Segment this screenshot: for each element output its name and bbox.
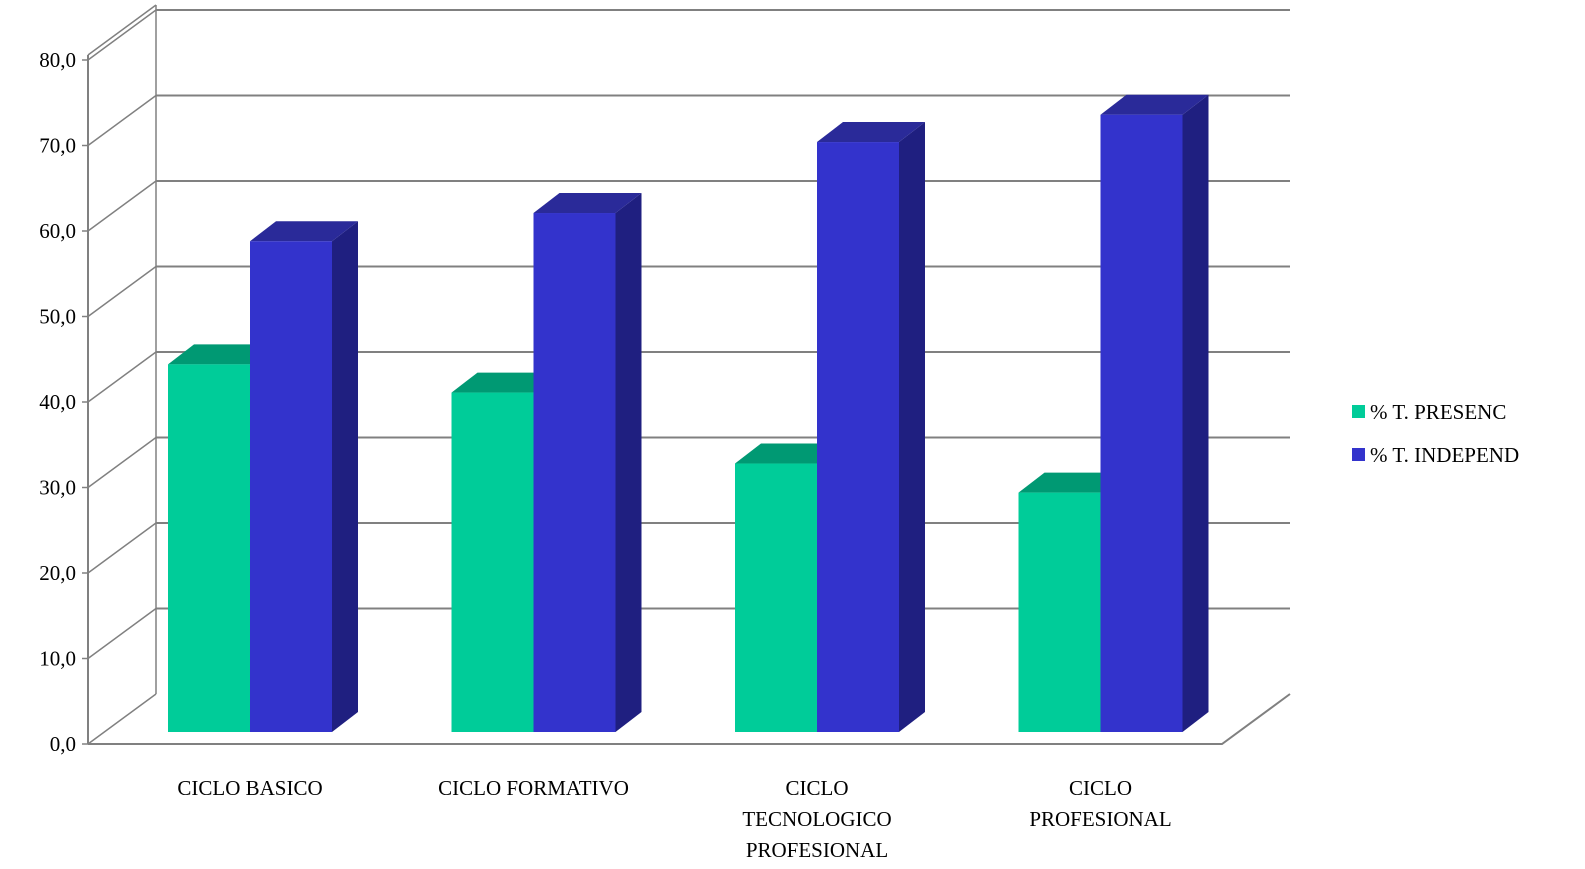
legend-swatch (1352, 448, 1365, 461)
x-category-label-line: CICLO BASICO (177, 776, 322, 800)
bar-front (817, 142, 899, 733)
x-axis-categories: CICLO BASICO CICLO FORMATIVO CICLO TECNOLOG… (177, 776, 1171, 862)
bar-top (817, 122, 925, 143)
x-category-label-line: CICLO (786, 776, 849, 800)
y-tick-label: 30,0 (39, 476, 76, 500)
bar (533, 193, 642, 732)
bar-top (250, 221, 358, 242)
x-category-label: CICLO BASICO (177, 776, 322, 800)
chart-walls (87, 4, 1291, 745)
bar-front (1018, 492, 1101, 732)
gridline-diagonal (87, 351, 157, 403)
y-tick-label: 70,0 (39, 134, 76, 158)
x-category-label: CICLO TECNOLOGICO PROFESIONAL (742, 776, 891, 862)
gridline-diagonal (87, 9, 157, 61)
bar-side (615, 193, 642, 732)
y-tick-label: 0,0 (50, 732, 76, 756)
y-tick-label: 50,0 (39, 305, 76, 329)
x-category-label: CICLO FORMATIVO (438, 776, 629, 800)
legend: % T. PRESENC % T. INDEPEND (1352, 400, 1519, 467)
bar-top (168, 344, 276, 365)
y-tick-label: 80,0 (39, 48, 76, 72)
bar-top (533, 193, 642, 214)
x-category-label-line: PROFESIONAL (746, 838, 888, 862)
gridline-diagonal (87, 94, 157, 147)
bar-front (735, 463, 817, 732)
x-category-label-line: PROFESIONAL (1029, 807, 1171, 831)
legend-label: % T. INDEPEND (1370, 443, 1519, 467)
y-tick-label: 20,0 (39, 561, 76, 585)
y-tick-label: 40,0 (39, 390, 76, 414)
bar-top (451, 372, 560, 393)
bar (250, 221, 358, 733)
bar-side (1182, 94, 1209, 732)
x-category-label-line: CICLO FORMATIVO (438, 776, 629, 800)
gridline-diagonal (87, 265, 157, 318)
bar-front (1100, 114, 1183, 732)
bar-front (451, 392, 534, 732)
bar-top (1018, 472, 1127, 493)
gridline-diagonal (87, 693, 157, 745)
floor-edge (88, 693, 1291, 745)
bar-top (1100, 94, 1209, 115)
bar-top (735, 443, 843, 464)
legend-label: % T. PRESENC (1370, 400, 1506, 424)
gridline-diagonal (87, 180, 157, 232)
y-axis-ticks: 0,0 10,0 20,0 30,0 40,0 50,0 60,0 70,0 80,0 (39, 48, 88, 756)
x-category-label-line: CICLO (1069, 776, 1132, 800)
left-wall-top-edge (87, 4, 157, 56)
bars (168, 94, 1209, 733)
bar-side (332, 221, 358, 733)
bar-side (899, 122, 925, 733)
x-category-label-line: TECNOLOGICO (742, 807, 891, 831)
legend-swatch (1352, 405, 1365, 418)
bar-front (533, 213, 616, 732)
x-category-label: CICLO PROFESIONAL (1029, 776, 1171, 831)
gridline-diagonal (87, 607, 157, 660)
bar-front (250, 241, 332, 733)
bar-front (168, 364, 250, 732)
bar (817, 122, 925, 733)
gridline-diagonal (87, 436, 157, 489)
gridline-diagonal (87, 522, 157, 574)
y-tick-label: 60,0 (39, 219, 76, 243)
bar (1100, 94, 1209, 732)
y-tick-label: 10,0 (39, 647, 76, 671)
